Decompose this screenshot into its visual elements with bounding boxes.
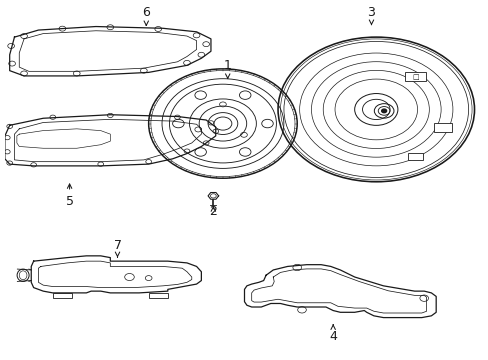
Text: 1: 1	[224, 59, 231, 78]
Text: 5: 5	[65, 184, 73, 208]
Text: 3: 3	[367, 6, 375, 25]
Text: 2: 2	[209, 205, 217, 218]
Text: □: □	[411, 74, 418, 80]
Text: 4: 4	[328, 325, 336, 343]
Circle shape	[381, 109, 386, 113]
FancyBboxPatch shape	[407, 153, 423, 160]
FancyBboxPatch shape	[433, 123, 451, 132]
Text: 7: 7	[113, 239, 121, 257]
FancyBboxPatch shape	[404, 72, 425, 81]
Text: 6: 6	[142, 6, 150, 26]
